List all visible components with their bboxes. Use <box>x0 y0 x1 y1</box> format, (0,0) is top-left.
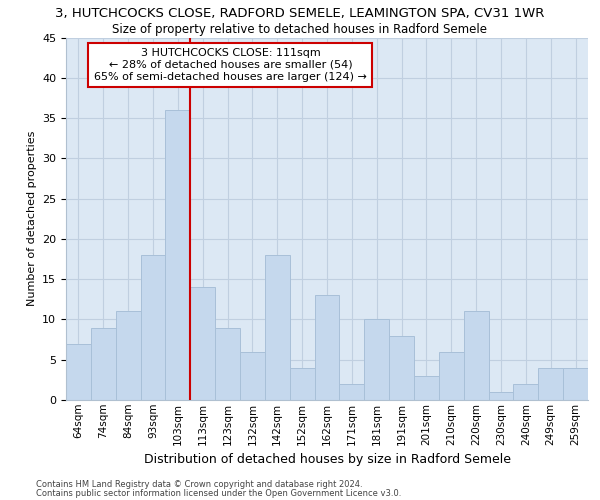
Bar <box>314 296 340 400</box>
Bar <box>488 392 514 400</box>
Bar <box>240 352 265 400</box>
Bar <box>514 384 538 400</box>
Bar <box>563 368 588 400</box>
Bar <box>190 287 215 400</box>
Bar <box>91 328 116 400</box>
Bar <box>215 328 240 400</box>
Y-axis label: Number of detached properties: Number of detached properties <box>26 131 37 306</box>
Text: 3 HUTCHCOCKS CLOSE: 111sqm
← 28% of detached houses are smaller (54)
65% of semi: 3 HUTCHCOCKS CLOSE: 111sqm ← 28% of deta… <box>94 48 367 82</box>
Text: Contains public sector information licensed under the Open Government Licence v3: Contains public sector information licen… <box>36 488 401 498</box>
Bar <box>166 110 190 400</box>
Text: Contains HM Land Registry data © Crown copyright and database right 2024.: Contains HM Land Registry data © Crown c… <box>36 480 362 489</box>
Bar <box>66 344 91 400</box>
Bar <box>364 320 389 400</box>
Bar <box>116 312 140 400</box>
Text: 3, HUTCHCOCKS CLOSE, RADFORD SEMELE, LEAMINGTON SPA, CV31 1WR: 3, HUTCHCOCKS CLOSE, RADFORD SEMELE, LEA… <box>55 8 545 20</box>
Bar <box>140 255 166 400</box>
Bar <box>265 255 290 400</box>
Bar <box>439 352 464 400</box>
Bar <box>538 368 563 400</box>
Bar <box>340 384 364 400</box>
X-axis label: Distribution of detached houses by size in Radford Semele: Distribution of detached houses by size … <box>143 453 511 466</box>
Bar <box>290 368 314 400</box>
Text: Size of property relative to detached houses in Radford Semele: Size of property relative to detached ho… <box>113 22 487 36</box>
Bar <box>464 312 488 400</box>
Bar <box>389 336 414 400</box>
Bar <box>414 376 439 400</box>
